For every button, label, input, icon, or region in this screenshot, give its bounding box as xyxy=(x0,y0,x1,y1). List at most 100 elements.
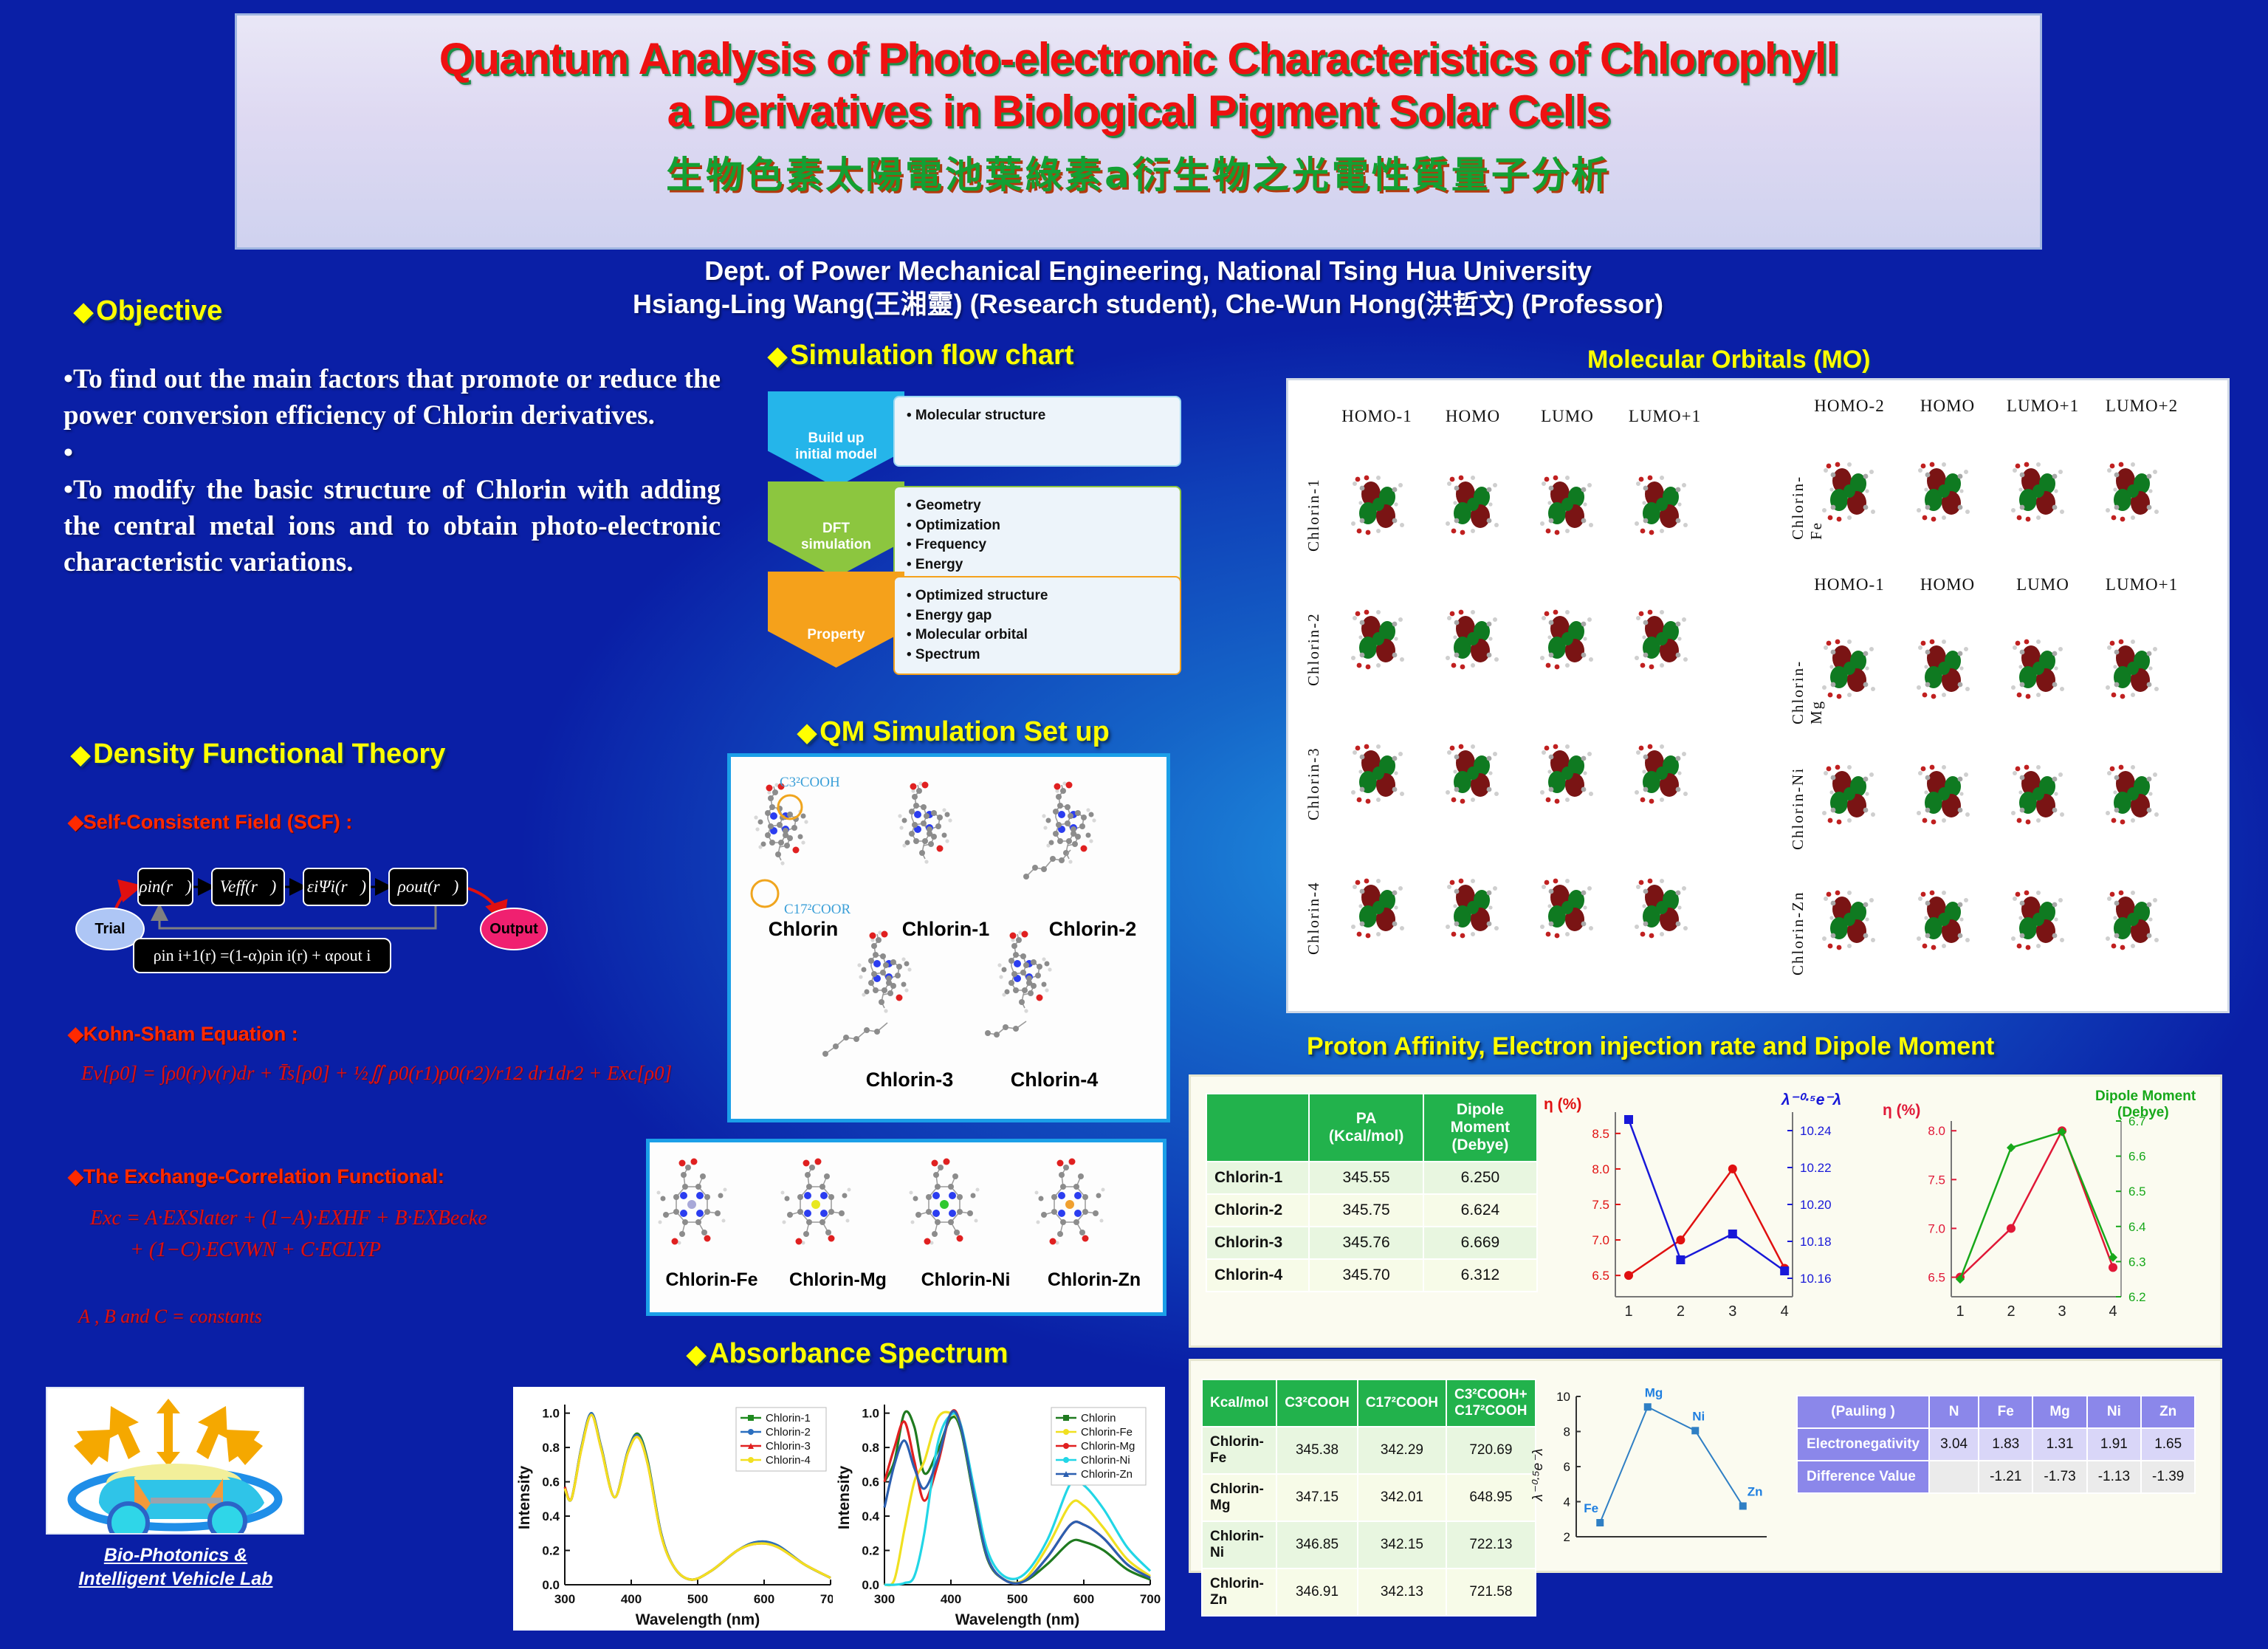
kcal-cell: 346.85 xyxy=(1276,1520,1358,1569)
table-header-row: PA (Kcal/mol) Dipole Moment (Debye) xyxy=(1205,1092,1539,1163)
en-cell: 3.04 xyxy=(1928,1427,1980,1461)
scf-node-v-eff: Veff(r⃗) xyxy=(211,868,285,906)
diamond-icon: ◆ xyxy=(687,1340,707,1368)
svg-text:0.2: 0.2 xyxy=(862,1544,879,1558)
en-cell: 1.65 xyxy=(2140,1427,2196,1461)
mo-row-chlorin-1: Chlorin-1 xyxy=(1305,478,1322,552)
svg-text:10.22: 10.22 xyxy=(1800,1161,1832,1175)
lab-logo-graphic xyxy=(67,1399,283,1544)
flow-item: • Frequency xyxy=(907,537,987,553)
pa-heading: Proton Affinity, Electron injection rate… xyxy=(1307,1032,1995,1060)
metal-lambda-chart: 2 4 6 8 10 Fe Mg Ni Zn λ⁻⁰·⁵e⁻λ xyxy=(1523,1371,1811,1563)
scf-node-rho-in: ρin(r⃗) xyxy=(137,868,193,906)
pa-panel: PA (Kcal/mol) Dipole Moment (Debye) Chlo… xyxy=(1189,1074,2222,1348)
flow-item: • Molecular structure xyxy=(907,408,1046,423)
svg-text:7.0: 7.0 xyxy=(1928,1221,1945,1235)
diamond-icon: ◆ xyxy=(797,719,817,747)
kcal-cell: Chlorin-Ni xyxy=(1200,1520,1278,1569)
title-chinese: 生物色素太陽電池葉綠素a衍生物之光電性質量子分析 xyxy=(666,153,1611,196)
molecule-label-chlorin-3: Chlorin-3 xyxy=(865,1069,954,1091)
flow-row-1: Build up initial model • Molecular struct… xyxy=(768,391,1181,487)
svg-text:Chlorin-2: Chlorin-2 xyxy=(766,1426,811,1439)
molecule-label-chlorin-1: Chlorin-1 xyxy=(901,918,990,940)
pa-cell: Chlorin-2 xyxy=(1205,1193,1310,1228)
objective-body: •To find out the main factors that promo… xyxy=(63,362,721,583)
pa-cell: 345.75 xyxy=(1308,1193,1424,1228)
svg-text:0.0: 0.0 xyxy=(862,1578,879,1592)
qm-setup-panel: C3²COOH C17²COOR Chlorin Chlorin-1 Chlor… xyxy=(727,753,1170,1122)
svg-text:3: 3 xyxy=(1728,1303,1736,1320)
kcal-cell: 722.13 xyxy=(1446,1520,1536,1569)
svg-text:Chlorin-Zn: Chlorin-Zn xyxy=(1081,1468,1133,1481)
svg-text:700: 700 xyxy=(1140,1592,1161,1606)
en-th-2: Fe xyxy=(1978,1395,2034,1429)
flow-stage-label-2: DFT simulation xyxy=(768,481,904,577)
svg-text:1.0: 1.0 xyxy=(862,1407,879,1421)
diamond-icon: ◆ xyxy=(68,811,83,833)
eta-dipole-chart: 6.5 7.0 7.5 8.0 6.2 6.3 6.4 6.5 6.6 6.7 1 2 3 4 η (%) D… xyxy=(1874,1083,2213,1341)
svg-text:0.6: 0.6 xyxy=(862,1475,879,1489)
mo-col-homo-2: HOMO-2 xyxy=(1814,397,1885,415)
pa-cell: Chlorin-4 xyxy=(1205,1258,1310,1293)
scf-node-eps-psi: εiΨi(r⃗) xyxy=(303,868,371,906)
en-cell: -1.13 xyxy=(2086,1460,2142,1494)
svg-text:Chlorin-Mg: Chlorin-Mg xyxy=(1081,1440,1135,1453)
kcal-th-2: C17²COOH xyxy=(1356,1379,1448,1427)
absorbance-chart-chlorins: 0.0 0.2 0.4 0.6 0.8 1.0 300 400 500 600 700 Intensi… xyxy=(513,1387,845,1631)
eta-lambda-chart: 6.5 7.0 7.5 8.0 8.5 10.16 10.18 10.20 10.22 10.24… xyxy=(1538,1083,1877,1341)
lab-logo-caption: Bio-Photonics & Intelligent Vehicle Lab xyxy=(31,1543,320,1591)
title-banner: Quantum Analysis of Photo-electronic Cha… xyxy=(235,13,2042,250)
svg-text:Wavelength (nm): Wavelength (nm) xyxy=(636,1611,760,1628)
flow-items-2: • Geometry • Optimization • Frequency • … xyxy=(893,486,1181,586)
pa-cell: Chlorin-3 xyxy=(1205,1226,1310,1261)
svg-text:6.4: 6.4 xyxy=(2128,1220,2146,1234)
flow-row-3: Property • Optimized structure • Energy … xyxy=(768,572,1181,676)
scf-mixing-formula: ρin i+1(r) =(1-α)ρin i(r) + αρout i xyxy=(133,938,391,973)
scf-heading: ◆Self-Consistent Field (SCF) : xyxy=(68,811,353,833)
metal-molecules-graphic xyxy=(656,1157,1106,1246)
affiliation-dept: Dept. of Power Mechanical Engineering, N… xyxy=(704,256,1592,286)
mo-col-homo-right-2: HOMO xyxy=(1920,575,1976,594)
svg-text:7.5: 7.5 xyxy=(1592,1198,1609,1212)
kcal-cell: 342.13 xyxy=(1356,1567,1448,1617)
en-cell: -1.73 xyxy=(2032,1460,2088,1494)
en-cell: 1.91 xyxy=(2086,1427,2142,1461)
svg-text:6.5: 6.5 xyxy=(1928,1271,1945,1285)
mo-col-homo-1-right: HOMO-1 xyxy=(1814,575,1885,594)
molecule-label-chlorin-2: Chlorin-2 xyxy=(1048,918,1137,940)
svg-text:10.24: 10.24 xyxy=(1800,1124,1832,1138)
en-th-4: Ni xyxy=(2086,1395,2142,1429)
flow-item: • Optimization xyxy=(907,517,1000,533)
svg-text:0.2: 0.2 xyxy=(542,1544,560,1558)
svg-text:8.5: 8.5 xyxy=(1592,1127,1609,1141)
svg-text:500: 500 xyxy=(1007,1592,1028,1606)
en-th-5: Zn xyxy=(2140,1395,2196,1429)
svg-text:Chlorin-3: Chlorin-3 xyxy=(766,1440,811,1453)
svg-text:1.0: 1.0 xyxy=(542,1407,560,1421)
svg-text:400: 400 xyxy=(941,1592,961,1606)
svg-text:Chlorin-4: Chlorin-4 xyxy=(766,1454,811,1467)
mo-col-lumo-1-right-2: LUMO+1 xyxy=(2105,575,2179,594)
svg-text:6.7: 6.7 xyxy=(2128,1114,2146,1128)
pa-cell: 6.250 xyxy=(1422,1161,1539,1196)
flow-item: • Geometry xyxy=(907,498,981,513)
annotation-c17coor: C17²COOR xyxy=(784,902,851,917)
xc-line-1: Exc = A·EXSlater + (1−A)·EXHF + B·EXBeck… xyxy=(90,1207,487,1230)
mo-grid-graphic xyxy=(1351,462,2159,950)
kcal-th-3: C3²COOH+ C17²COOH xyxy=(1446,1379,1536,1427)
logo-caption-line-1: Bio-Photonics & xyxy=(103,1545,248,1566)
flow-item: • Optimized structure xyxy=(907,588,1048,603)
metal-label-zn: Chlorin-Zn xyxy=(1047,1269,1141,1290)
en-th-1: N xyxy=(1928,1395,1980,1429)
svg-text:Zn: Zn xyxy=(1748,1484,1763,1498)
table-row: Chlorin-4 345.70 6.312 xyxy=(1205,1258,1539,1293)
svg-text:(Debye): (Debye) xyxy=(2117,1105,2169,1120)
svg-text:Chlorin-1: Chlorin-1 xyxy=(766,1412,811,1425)
svg-text:0.0: 0.0 xyxy=(542,1578,560,1592)
mo-col-lumo-right: LUMO xyxy=(2016,575,2069,594)
mo-col-homo-1: HOMO-1 xyxy=(1341,407,1412,425)
mo-row-chlorin-2: Chlorin-2 xyxy=(1305,612,1322,686)
svg-text:6.5: 6.5 xyxy=(1592,1269,1609,1283)
kcal-cell: 721.58 xyxy=(1446,1567,1536,1617)
qm-molecules-graphic xyxy=(750,781,1097,1057)
